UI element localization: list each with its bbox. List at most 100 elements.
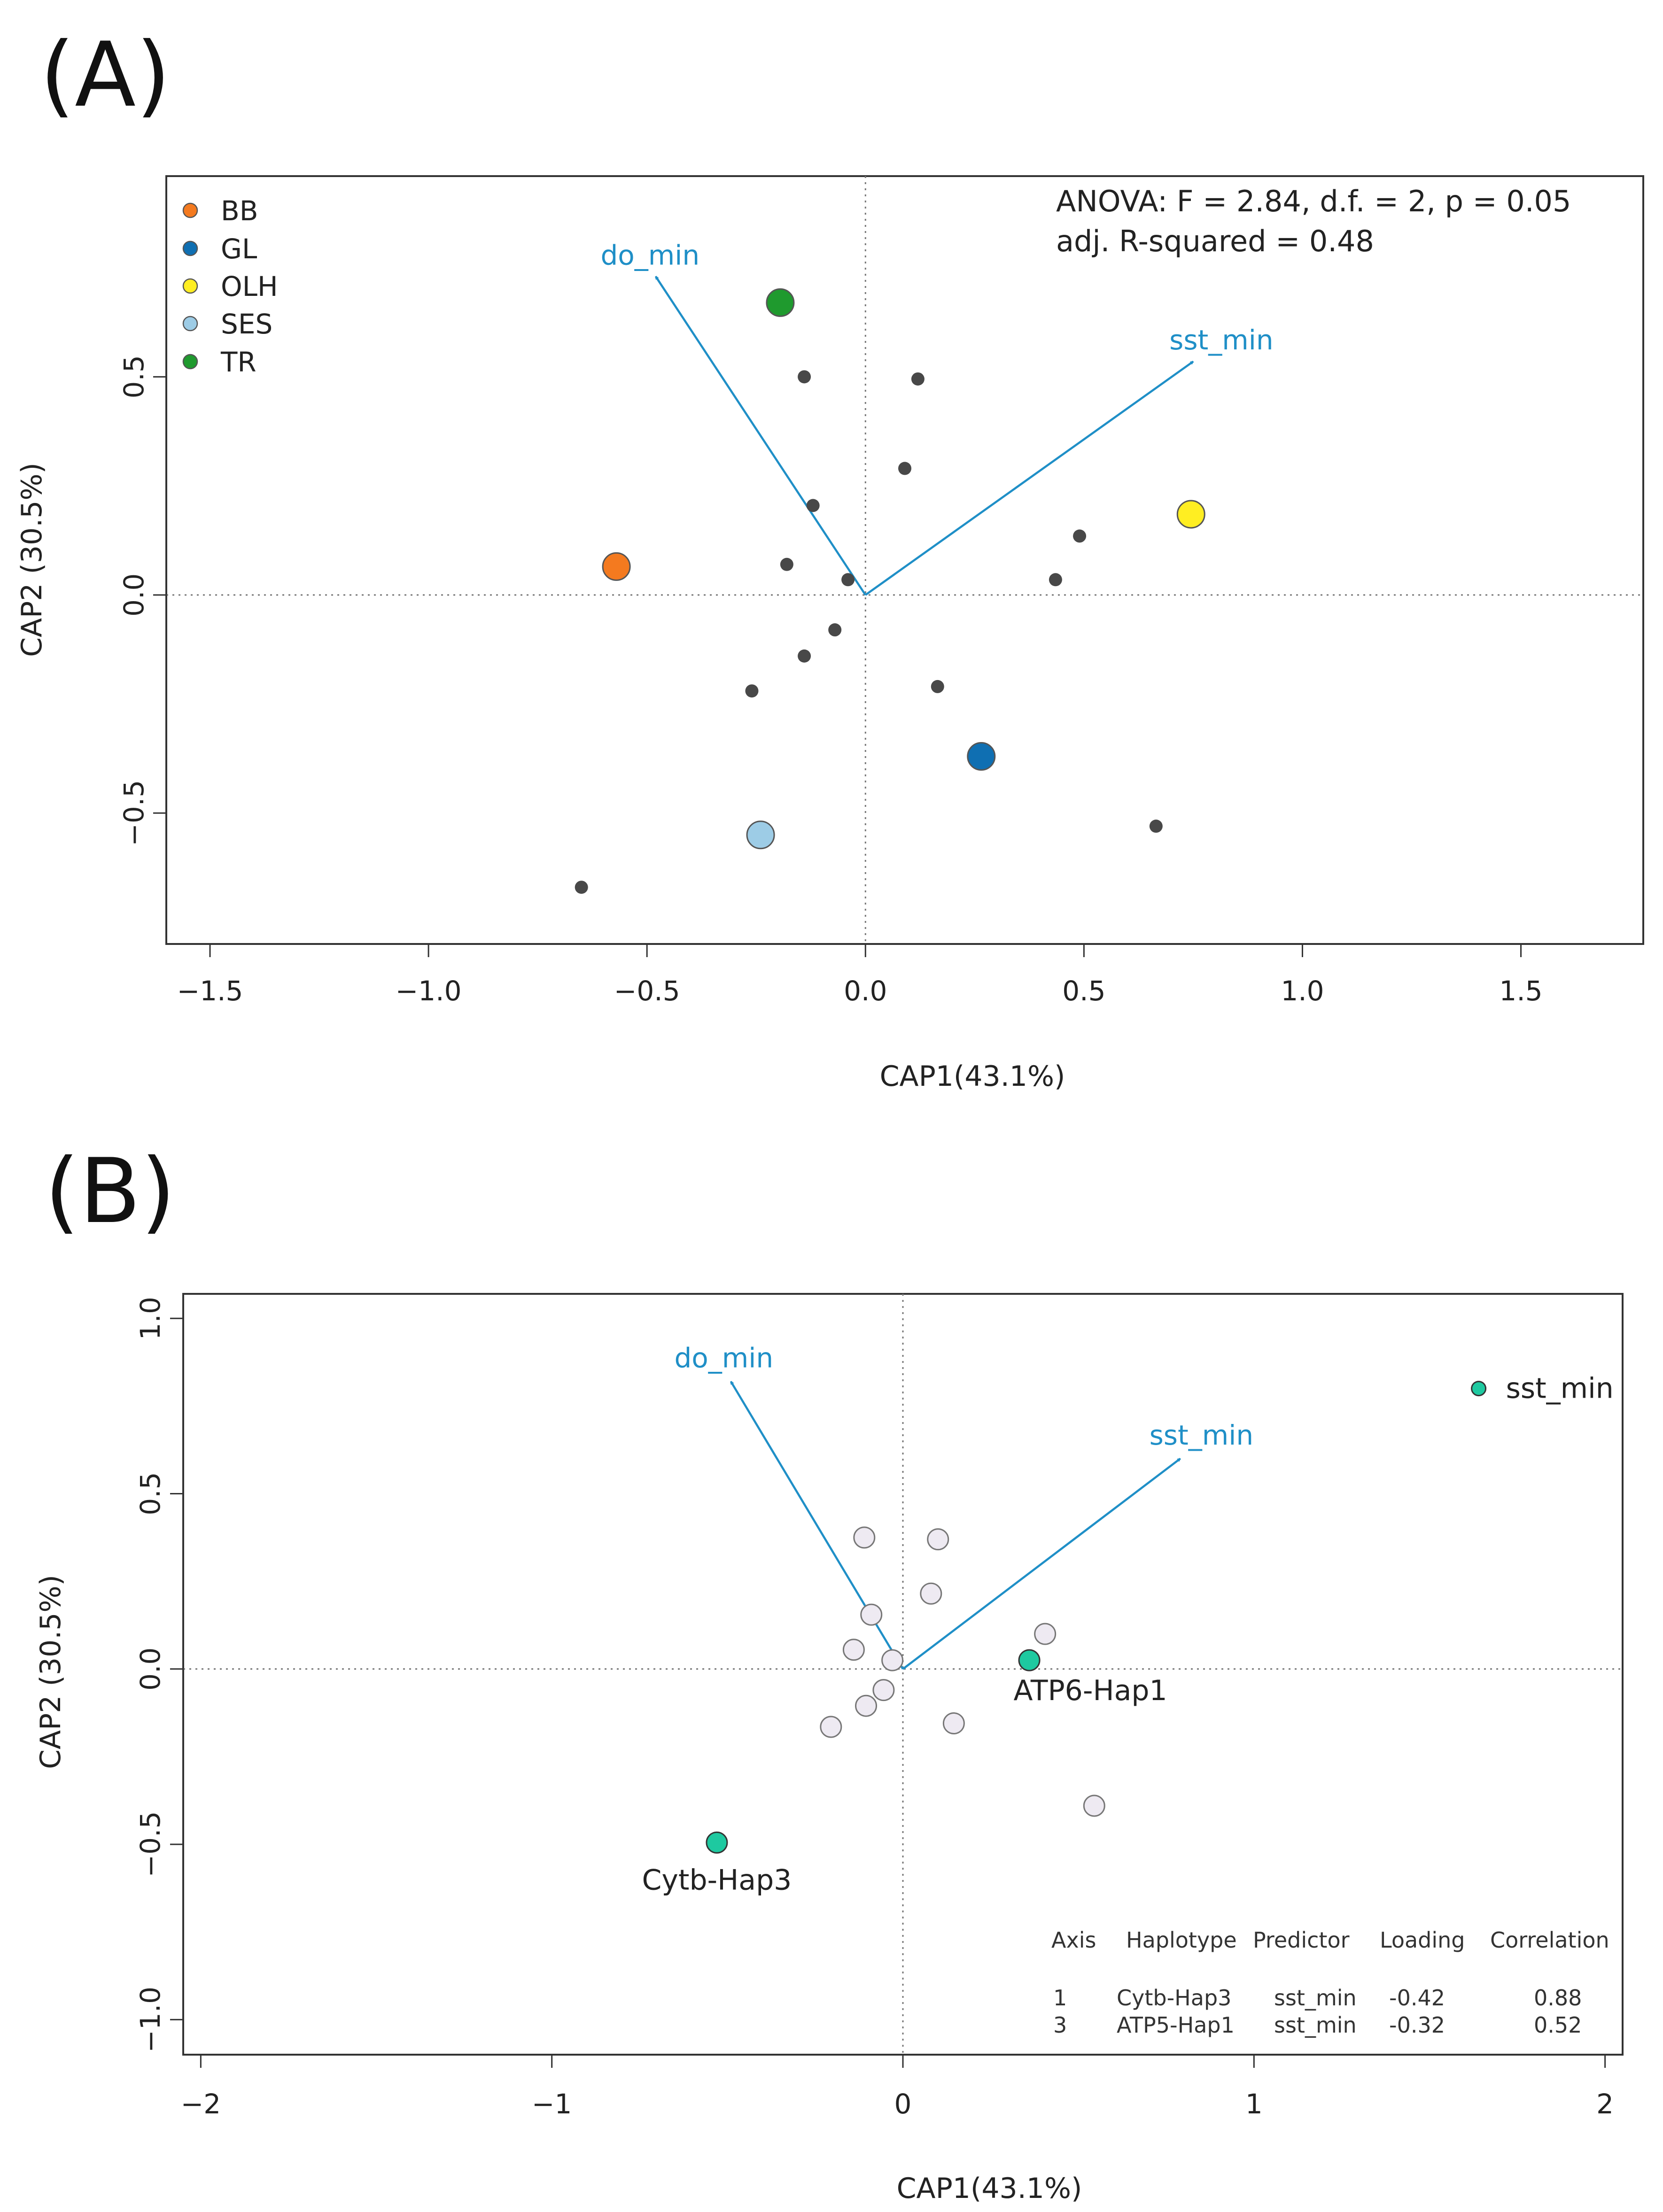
panel-b-data-point: [1034, 1623, 1057, 1645]
panel-a-reference-lines: [166, 176, 1643, 944]
panel-b-y-tick-label: −1.0: [134, 1987, 166, 2053]
panel-b-vector-label-sst-min: sst_min: [1150, 1419, 1254, 1451]
panel-a: (A) −1.5 −1.0 −0.5 0.0 0.5 1.0 1.5 −0.50.00.5 …: [16, 23, 1644, 1093]
highlighted-point-atp6-hap1: [1018, 1649, 1041, 1671]
panel-a-x-axis: −1.5 −1.0 −0.5 0.0 0.5 1.0 1.5: [177, 943, 1543, 1007]
r-squared-annotation: adj. R-squared = 0.48: [1056, 224, 1374, 258]
table-row2-loading: -0.32: [1389, 2012, 1445, 2038]
panel-a-data-point: [798, 370, 811, 384]
legend-label-olh: OLH: [221, 271, 278, 302]
panel-a-x-tick-label: 0.5: [1062, 975, 1105, 1007]
site-point-gl: [967, 742, 996, 771]
panel-a-legend: BB GL OLH SES TR: [182, 195, 278, 378]
table-row2-haplotype: ATP5-Hap1: [1117, 2012, 1235, 2038]
highlighted-label-atp6-hap1: ATP6-Hap1: [1013, 1674, 1167, 1707]
panel-b-data-point: [860, 1603, 883, 1626]
highlighted-point-sst-min: [1471, 1381, 1487, 1397]
table-row1-loading: -0.42: [1389, 1985, 1445, 2011]
legend-marker-olh: [182, 278, 198, 294]
legend-marker-bb: [182, 202, 198, 218]
panel-a-x-tick-label: 1.0: [1281, 975, 1324, 1007]
site-point-tr: [766, 288, 795, 317]
legend-label-ses: SES: [221, 308, 272, 340]
highlighted-label-sst-min: sst_min: [1506, 1372, 1614, 1405]
panel-b-x-tick-label: 1: [1245, 2088, 1263, 2120]
panel-a-data-point: [898, 462, 911, 475]
panel-b-y-axis: −1.0 −0.5 0.0 0.5 1.0: [134, 1297, 184, 2053]
panel-a-site-points: [602, 288, 1205, 850]
table-row2-axis: 3: [1053, 2012, 1067, 2038]
panel-b-x-tick-label: 2: [1596, 2088, 1614, 2120]
legend-label-gl: GL: [221, 233, 257, 265]
table-header-correlation: Correlation: [1490, 1927, 1609, 1953]
panel-a-data-point: [780, 557, 793, 571]
panel-a-label: (A): [40, 23, 171, 127]
panel-b-data-point: [942, 1712, 965, 1735]
table-header-axis: Axis: [1051, 1927, 1096, 1953]
panel-a-data-point: [841, 573, 855, 587]
table-row2-predictor: sst_min: [1274, 2012, 1357, 2038]
panel-b-data-point: [1083, 1794, 1105, 1817]
legend-marker-ses: [182, 316, 198, 332]
panel-a-data-point: [798, 649, 811, 663]
panel-b-data-point: [855, 1694, 878, 1717]
highlighted-point-cytb-hap3: [706, 1831, 728, 1854]
panel-b-data-point: [927, 1528, 949, 1551]
panel-a-points: [575, 370, 1163, 894]
panel-a-vector-label-sst-min: sst_min: [1169, 324, 1274, 356]
panel-b-data-point: [842, 1639, 865, 1661]
panel-a-x-tick-label: 1.5: [1499, 975, 1542, 1007]
panel-b-y-tick-label: 0.0: [134, 1647, 166, 1691]
panel-b-data-point: [853, 1526, 876, 1549]
panel-b: (B) −2 −1 0 1 2 −1.0 −0.5 0.0 0.5 1.0 CAP1(43.1%…: [34, 1139, 1624, 2205]
panel-a-y-axis: −0.5 0.0 0.5: [118, 355, 167, 846]
anova-annotation: ANOVA: F = 2.84, d.f. = 2, p = 0.05: [1056, 184, 1571, 218]
table-row1-predictor: sst_min: [1274, 1985, 1357, 2011]
panel-b-x-axis: −2 −1 0 1 2: [181, 2054, 1614, 2120]
panel-a-vector-label-do-min: do_min: [600, 240, 699, 271]
legend-marker-tr: [182, 354, 198, 370]
panel-a-data-point: [745, 684, 759, 698]
panel-a-data-point: [1049, 573, 1062, 587]
panel-b-vector-sst-min: [902, 1458, 1180, 1670]
panel-b-data-point: [881, 1649, 904, 1671]
site-point-ses: [746, 820, 775, 850]
panel-a-x-tick-label: −1.0: [396, 975, 462, 1007]
table-header-predictor: Predictor: [1253, 1927, 1350, 1953]
panel-b-reference-lines: [183, 1294, 1623, 2055]
panel-b-vectors: do_min sst_min: [674, 1342, 1254, 1670]
panel-a-data-point: [1149, 820, 1163, 833]
highlighted-label-cytb-hap3: Cytb-Hap3: [642, 1864, 792, 1896]
panel-a-data-point: [911, 372, 925, 386]
table-row1-correlation: 0.88: [1534, 1985, 1582, 2011]
panel-a-data-point: [1073, 529, 1087, 543]
panel-b-x-tick-label: −1: [532, 2088, 572, 2120]
panel-a-data-point: [575, 881, 588, 894]
panel-a-vector-sst-min: [864, 360, 1193, 596]
panel-b-data-point: [872, 1679, 895, 1702]
table-row2-correlation: 0.52: [1534, 2012, 1582, 2038]
table-row1-axis: 1: [1053, 1985, 1067, 2011]
panel-a-y-tick-label: −0.5: [118, 780, 150, 846]
panel-a-x-axis-title: CAP1(43.1%): [880, 1060, 1065, 1093]
panel-b-x-tick-label: 0: [894, 2088, 912, 2120]
site-point-bb: [602, 552, 631, 581]
panel-b-data-point: [820, 1716, 842, 1738]
panel-b-y-tick-label: −0.5: [134, 1811, 166, 1878]
panel-a-plot-frame: [165, 175, 1644, 945]
site-point-olh: [1176, 500, 1205, 529]
panel-a-data-point: [828, 623, 842, 637]
panel-a-vector-do-min: [654, 277, 867, 596]
legend-label-tr: TR: [220, 346, 256, 378]
panel-a-data-point: [806, 499, 820, 512]
panel-b-y-tick-label: 1.0: [134, 1297, 166, 1340]
panel-b-x-axis-title: CAP1(43.1%): [897, 2172, 1082, 2205]
panel-b-x-tick-label: −2: [181, 2088, 221, 2120]
panel-a-x-tick-label: 0.0: [844, 975, 887, 1007]
table-row1-haplotype: Cytb-Hap3: [1117, 1985, 1231, 2011]
panel-b-vector-label-do-min: do_min: [674, 1342, 773, 1374]
table-header-haplotype: Haplotype: [1126, 1927, 1237, 1953]
loadings-table: Axis Haplotype Predictor Loading Correla…: [1051, 1927, 1609, 2038]
panel-a-vectors: do_min sst_min: [600, 240, 1274, 596]
